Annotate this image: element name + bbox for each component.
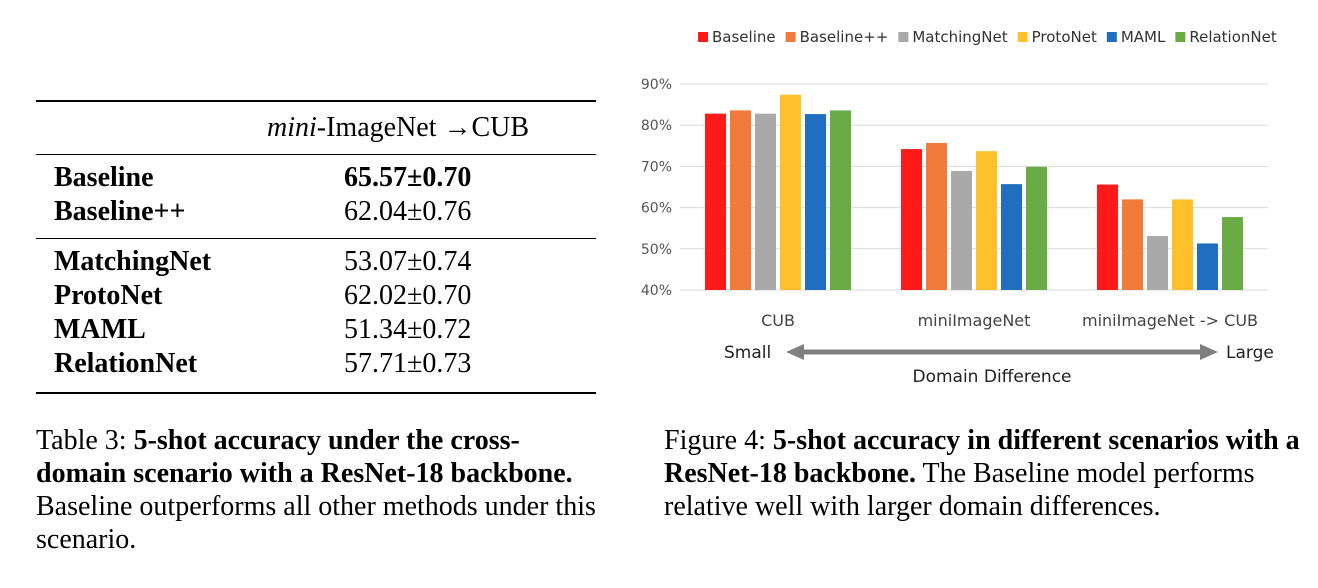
- method-name: RelationNet: [54, 348, 198, 379]
- table-header-italic: mini: [267, 112, 317, 143]
- chart-bars: [705, 94, 1243, 291]
- y-tick-label: 50%: [641, 242, 672, 258]
- x-tick-label: miniImageNet: [918, 311, 1031, 330]
- accuracy-value: 51.34±0.72: [344, 314, 472, 345]
- legend-label: Baseline++: [800, 28, 889, 46]
- table-caption-bold: 5-shot accuracy under the cross-domain s…: [36, 425, 573, 489]
- bar-chart: Baseline Baseline++ MatchingNet ProtoNet MAM…: [641, 28, 1277, 387]
- legend-label: RelationNet: [1189, 28, 1277, 46]
- bar-baseline-: [730, 110, 751, 290]
- table-row: Baseline 65.57±0.70: [54, 162, 594, 196]
- table-group-rule: [36, 238, 596, 239]
- chart-legend: Baseline Baseline++ MatchingNet ProtoNet MAM…: [698, 28, 1277, 46]
- accuracy-value: 53.07±0.74: [344, 246, 472, 277]
- legend-swatch: [785, 32, 796, 42]
- bar-matchingnet: [1147, 236, 1168, 290]
- table-header-rest: -ImageNet →CUB: [316, 112, 530, 143]
- bar-maml: [1001, 184, 1022, 290]
- figure-caption-text: The Baseline model performs relative wel…: [664, 458, 1255, 522]
- bar-protonet: [976, 151, 997, 290]
- method-name: Baseline++: [54, 196, 186, 227]
- legend-swatch: [698, 32, 708, 42]
- table-row: RelationNet 57.71±0.73: [54, 348, 594, 382]
- legend-label: ProtoNet: [1032, 28, 1097, 46]
- arrow-right-label: Large: [1226, 343, 1274, 363]
- method-name: MatchingNet: [54, 246, 212, 277]
- bar-matchingnet: [755, 113, 776, 290]
- table-row: ProtoNet 62.02±0.70: [54, 280, 594, 314]
- y-tick-label: 90%: [641, 77, 672, 93]
- table-caption-label: Table 3:: [36, 425, 127, 456]
- domain-difference-arrow: Small Large Domain Difference: [724, 343, 1274, 387]
- figure-caption: Figure 4: 5-shot accuracy in different s…: [664, 424, 1304, 523]
- bar-baseline-: [926, 142, 947, 290]
- table-header: mini-ImageNet →CUB: [267, 112, 529, 144]
- bar-maml: [805, 114, 826, 291]
- table-row: MAML 51.34±0.72: [54, 314, 594, 348]
- bar-baseline: [705, 113, 726, 290]
- table-row: Baseline++ 62.04±0.76: [54, 196, 594, 230]
- bar-baseline-: [1122, 199, 1143, 290]
- figure-caption-label: Figure 4:: [664, 425, 766, 456]
- table-caption-text: Baseline outperforms all other methods u…: [36, 491, 596, 555]
- chart-grid: [680, 83, 1268, 291]
- table-bottom-rule: [36, 392, 596, 394]
- table-row: MatchingNet 53.07±0.74: [54, 246, 594, 280]
- bar-baseline: [901, 149, 922, 290]
- bar-maml: [1197, 243, 1218, 290]
- bar-protonet: [1172, 199, 1193, 290]
- y-axis-ticks: 40% 50% 60% 70% 80% 90%: [641, 77, 672, 299]
- bar-relationnet: [1222, 217, 1243, 290]
- accuracy-value: 62.02±0.70: [344, 280, 472, 311]
- y-tick-label: 80%: [641, 118, 672, 134]
- legend-label: MAML: [1121, 28, 1166, 46]
- bar-protonet: [780, 94, 801, 290]
- method-name: ProtoNet: [54, 280, 163, 311]
- arrow-head-left: [786, 344, 804, 360]
- x-tick-label: CUB: [761, 311, 795, 330]
- legend-swatch: [1106, 32, 1117, 42]
- method-name: Baseline: [54, 162, 154, 193]
- legend-label: MatchingNet: [912, 28, 1007, 46]
- x-tick-label: miniImageNet -> CUB: [1082, 311, 1258, 330]
- arrow-head-right: [1200, 344, 1218, 360]
- legend-label: Baseline: [712, 28, 776, 46]
- table-header-rule: [36, 154, 596, 155]
- bar-relationnet: [1026, 166, 1047, 290]
- figure-caption-bold: 5-shot accuracy in different scenarios w…: [664, 425, 1300, 489]
- legend-swatch: [1175, 32, 1186, 42]
- x-axis-labels: CUB miniImageNet miniImageNet -> CUB: [761, 311, 1258, 330]
- bar-relationnet: [830, 110, 851, 290]
- y-tick-label: 70%: [641, 159, 672, 175]
- legend-swatch: [898, 32, 909, 42]
- arrow-left-label: Small: [724, 343, 771, 363]
- legend-swatch: [1017, 32, 1028, 42]
- accuracy-value: 65.57±0.70: [344, 162, 472, 193]
- accuracy-value: 62.04±0.76: [344, 196, 472, 227]
- arrow-axis-label: Domain Difference: [912, 367, 1071, 387]
- table-caption: Table 3: 5-shot accuracy under the cross…: [36, 424, 596, 556]
- method-name: MAML: [54, 314, 146, 345]
- bar-matchingnet: [951, 170, 972, 290]
- accuracy-value: 57.71±0.73: [344, 348, 472, 379]
- y-tick-label: 40%: [641, 283, 672, 299]
- table-top-rule: [36, 100, 596, 102]
- bar-baseline: [1097, 184, 1118, 290]
- y-tick-label: 60%: [641, 201, 672, 217]
